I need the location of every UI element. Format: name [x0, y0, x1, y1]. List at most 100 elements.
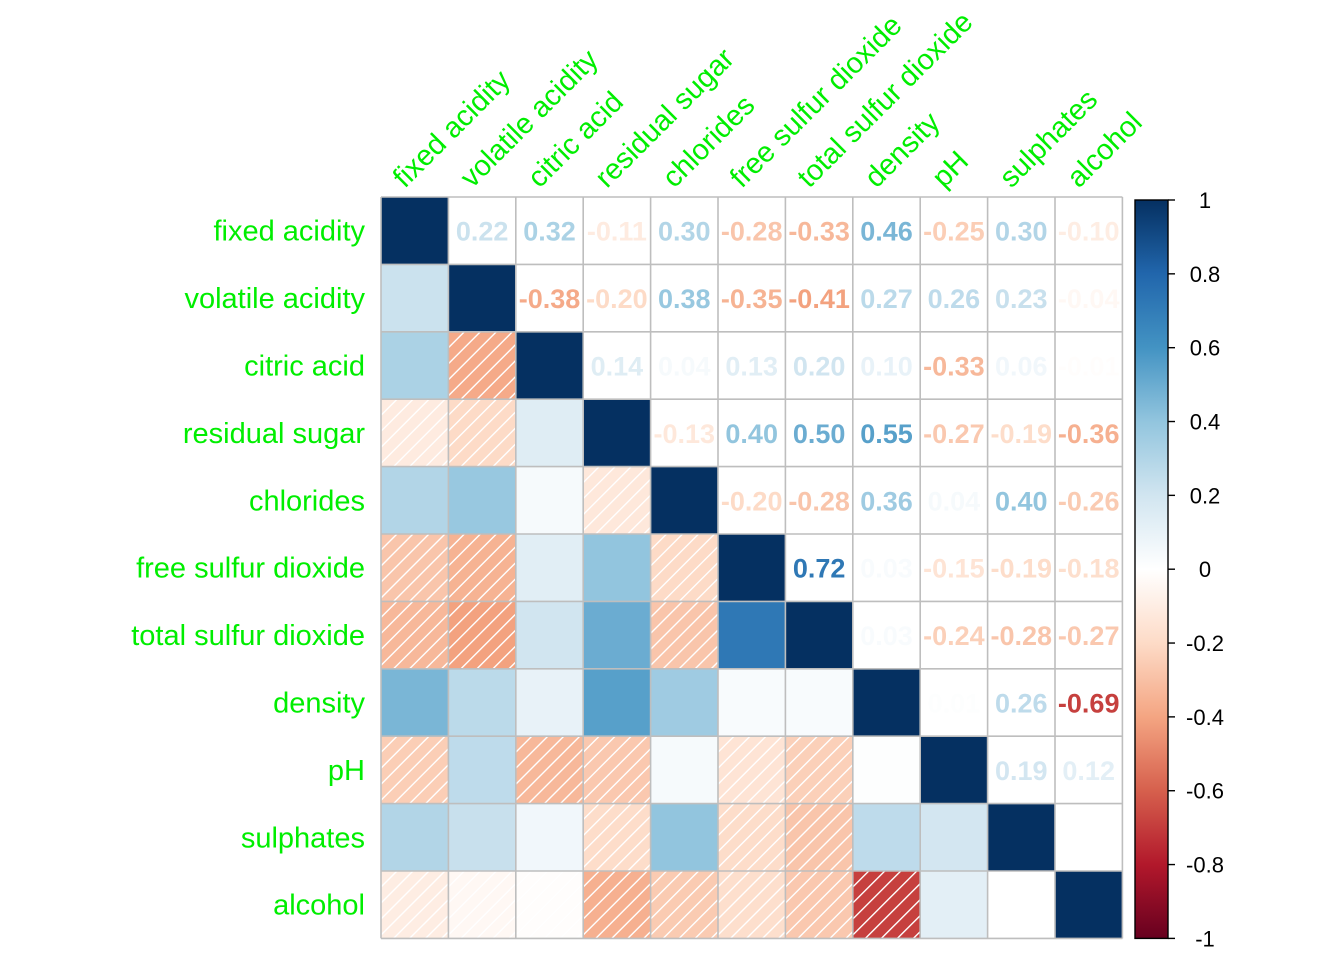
cell-sulphates-citric-acid: [515, 803, 584, 871]
hatch-line: [393, 546, 449, 602]
hatch-line: [543, 764, 584, 805]
hatch-line: [650, 870, 716, 936]
hatch-line: [441, 931, 449, 939]
hatch-line: [425, 780, 449, 805]
value-volatile-acidity-residual-sugar: -0.20: [586, 284, 648, 314]
value-fixed-acidity-chlorides: 0.30: [658, 217, 711, 247]
hatch-line: [380, 398, 430, 448]
hatch-line: [784, 870, 802, 888]
hatch-line: [730, 815, 786, 872]
value-volatile-acidity-total-sulfur-dioxide: -0.41: [788, 284, 850, 314]
hatch-line: [460, 613, 517, 670]
hatch-line: [852, 870, 902, 920]
hatch-line: [717, 803, 735, 821]
hatch-line: [643, 931, 652, 939]
hatch-line: [447, 331, 497, 381]
value-fixed-acidity-sulphates: 0.30: [995, 217, 1048, 247]
hatch-line: [380, 735, 446, 801]
cell-pH-citric-acid: [515, 736, 584, 804]
hatch-line: [582, 735, 632, 785]
hatch-line: [527, 748, 584, 805]
hatch-line: [643, 796, 652, 805]
hatch-line: [447, 600, 497, 650]
value-density-sulphates: 0.26: [995, 689, 1048, 719]
hatch-line: [492, 375, 517, 400]
hatch-line: [447, 600, 465, 618]
cell-total-sulfur-dioxide-chlorides: [650, 601, 718, 669]
cell-alcohol-chlorides: [650, 871, 718, 939]
hatch-line: [678, 562, 719, 602]
value-total-sulfur-dioxide-alcohol: -0.27: [1058, 621, 1120, 651]
cell-alcohol-volatile-acidity: [448, 871, 516, 939]
hatch-line: [447, 533, 465, 551]
hatch-line: [730, 748, 786, 805]
hatch-line: [845, 863, 854, 872]
value-fixed-acidity-free-sulfur-dioxide: -0.28: [721, 217, 783, 247]
cell-pH-pH: [920, 736, 988, 804]
hatch-line: [813, 831, 854, 872]
hatch-line: [813, 764, 854, 805]
hatch-line: [627, 847, 652, 872]
cell-volatile-acidity-volatile-acidity: [448, 264, 516, 332]
hatch-line: [492, 645, 517, 670]
hatch-line: [380, 600, 414, 634]
value-fixed-acidity-residual-sugar: -0.11: [587, 217, 647, 247]
hatch-line: [380, 600, 446, 666]
colorbar-tick-label: 0.6: [1190, 336, 1221, 361]
hatch-line: [393, 411, 449, 468]
hatch-line: [447, 870, 481, 904]
hatch-line: [650, 600, 700, 650]
cell-alcohol-density: [852, 871, 921, 939]
hatch-line: [447, 398, 513, 464]
row-label-alcohol: alcohol: [273, 890, 365, 922]
hatch-line: [508, 391, 517, 400]
value-free-sulfur-dioxide-density: 0.03: [860, 554, 913, 584]
hatch-line: [694, 915, 719, 939]
hatch-line: [678, 899, 719, 939]
hatch-line: [650, 533, 716, 599]
cell-chlorides-volatile-acidity: [448, 466, 516, 534]
cell-chlorides-citric-acid: [515, 466, 584, 534]
hatch-line: [380, 735, 398, 753]
hatch-line: [447, 398, 497, 448]
hatch-line: [595, 478, 652, 535]
hatch-line: [762, 780, 786, 805]
cell-total-sulfur-dioxide-total-sulfur-dioxide: [785, 601, 853, 669]
hatch-line: [380, 398, 398, 416]
cell-residual-sugar-volatile-acidity: [448, 399, 516, 467]
value-citric-acid-residual-sugar: 0.14: [591, 352, 644, 382]
colorbar-tick-label: 1: [1199, 188, 1211, 213]
hatch-line: [409, 629, 449, 670]
hatch-line: [476, 629, 517, 670]
colorbar-tick-label: 0.2: [1190, 483, 1221, 508]
hatch-line: [425, 915, 449, 939]
hatch-line: [662, 613, 719, 670]
cell-density-free-sulfur-dioxide: [718, 668, 786, 737]
hatch-line: [380, 533, 446, 599]
hatch-line: [694, 645, 719, 670]
hatch-line: [611, 494, 652, 535]
upper-number-cells: 0.22 0.32 -0.11 0.30 -0.28 -0.33 0.46 -0.25 0.30…: [456, 217, 1120, 854]
hatch-line: [447, 331, 513, 397]
value-residual-sugar-total-sulfur-dioxide: 0.50: [793, 419, 846, 449]
hatch-line: [717, 735, 783, 801]
hatch-line: [393, 613, 449, 670]
value-total-sulfur-dioxide-sulphates: -0.28: [991, 621, 1053, 651]
cell-sulphates-residual-sugar: [583, 803, 651, 871]
cell-total-sulfur-dioxide-fixed-acidity: [381, 601, 449, 669]
hatch-line: [627, 510, 652, 535]
hatch-line: [710, 931, 719, 939]
hatch-line: [425, 645, 449, 670]
value-fixed-acidity-pH: -0.25: [923, 217, 985, 247]
hatch-line: [582, 735, 648, 801]
hatch-line: [582, 870, 616, 904]
hatch-line: [797, 883, 854, 939]
hatch-line: [582, 466, 632, 516]
row-label-free-sulfur-dioxide: free sulfur dioxide: [136, 553, 365, 585]
value-chlorides-sulphates: 0.40: [995, 486, 1048, 516]
cell-total-sulfur-dioxide-volatile-acidity: [448, 601, 516, 669]
cell-pH-density: [852, 736, 921, 804]
hatch-line: [845, 931, 854, 939]
value-volatile-acidity-citric-acid: -0.38: [519, 284, 581, 314]
value-residual-sugar-pH: -0.27: [923, 419, 985, 449]
